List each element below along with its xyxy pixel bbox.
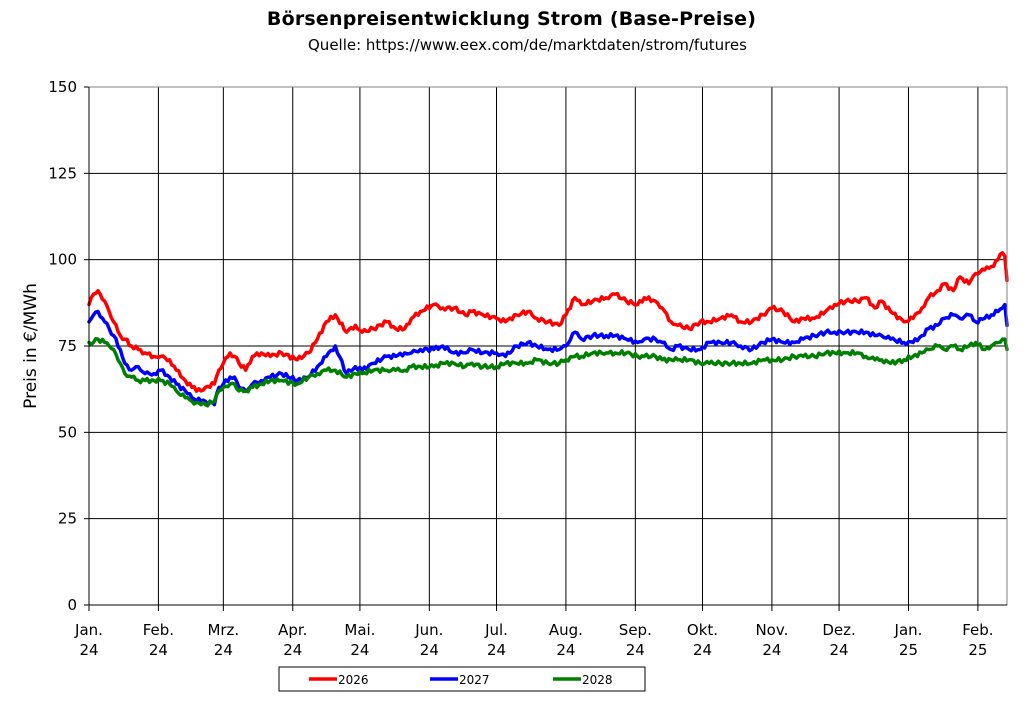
x-tick-label-month: Mrz.: [207, 621, 239, 639]
x-tick-label-year: 24: [283, 641, 302, 659]
x-tick-label-year: 24: [149, 641, 168, 659]
x-tick-label-year: 25: [899, 641, 918, 659]
legend: 2026 2027 2028: [278, 666, 646, 692]
chart-subtitle: Quelle: https://www.eex.com/de/marktdate…: [308, 36, 747, 54]
legend-label-2026: 2026: [338, 673, 369, 687]
x-tick-label-month: Jun.: [414, 621, 443, 639]
y-tick-label: 150: [48, 78, 77, 96]
x-tick-label-month: Apr.: [278, 621, 307, 639]
y-tick-label: 0: [67, 596, 77, 614]
y-tick-label: 125: [48, 164, 77, 182]
x-tick-label-month: Sep.: [619, 621, 652, 639]
chart-title: Börsenpreisentwicklung Strom (Base-Preis…: [266, 8, 757, 30]
x-tick-label-month: Mai.: [344, 621, 375, 639]
x-tick-label-month: Feb.: [962, 621, 993, 639]
y-tick-label: 75: [58, 337, 77, 355]
x-tick-labels: Jan. 24 Feb. 24 Mrz. 24 Apr. 24 Mai. 24 Jun. 24 Jul.…: [74, 621, 994, 659]
x-tick-label-month: Jan.: [894, 621, 923, 639]
x-tick-label-year: 24: [830, 641, 849, 659]
y-tick-labels: 0 25 50 75 100 125 150: [48, 78, 77, 614]
legend-label-2027: 2027: [459, 673, 490, 687]
grid-layer: [84, 86, 1007, 611]
x-tick-label-year: 24: [762, 641, 781, 659]
y-tick-label: 50: [58, 423, 77, 441]
x-tick-label-month: Feb.: [143, 621, 174, 639]
x-tick-label-year: 24: [693, 641, 712, 659]
x-tick-label-year: 24: [79, 641, 98, 659]
x-tick-label-year: 24: [556, 641, 575, 659]
x-tick-label-month: Jul.: [484, 621, 508, 639]
legend-label-2028: 2028: [582, 673, 613, 687]
x-tick-label-year: 24: [350, 641, 369, 659]
x-tick-label-year: 24: [420, 641, 439, 659]
series-line-2028: [87, 336, 1009, 408]
series-line-2027: [87, 302, 1009, 407]
legend-box: [278, 666, 646, 692]
x-tick-label-year: 24: [214, 641, 233, 659]
series-layer: [87, 251, 1009, 408]
y-tick-label: 25: [58, 510, 77, 528]
y-axis-label: Preis in €/MWh: [21, 283, 41, 409]
x-tick-label-year: 25: [968, 641, 987, 659]
x-tick-label-year: 24: [626, 641, 645, 659]
x-tick-label-month: Nov.: [755, 621, 788, 639]
y-tick-label: 100: [48, 251, 77, 269]
x-tick-label-month: Jan.: [74, 621, 103, 639]
x-tick-label-month: Okt.: [687, 621, 718, 639]
x-tick-label-year: 24: [487, 641, 506, 659]
x-tick-label-month: Dez.: [822, 621, 855, 639]
x-tick-label-month: Aug.: [549, 621, 583, 639]
series-line-2026: [87, 251, 1009, 393]
